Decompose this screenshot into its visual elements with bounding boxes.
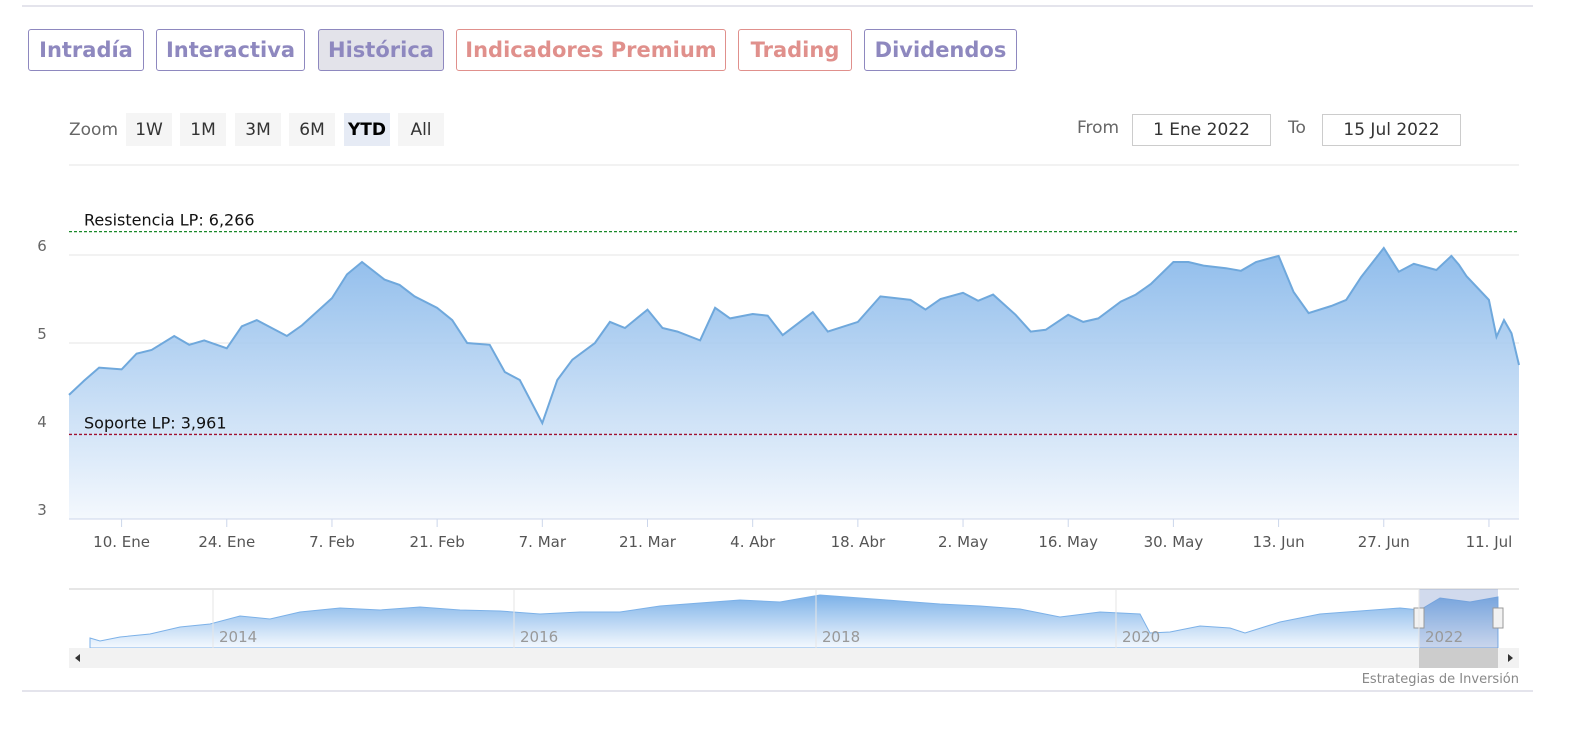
x-tick-label: 21. Mar [619, 533, 677, 551]
scrollbar-thumb[interactable] [1419, 648, 1498, 668]
x-tick-label: 30. May [1144, 533, 1204, 551]
x-tick-label: 21. Feb [410, 533, 465, 551]
zoom-button[interactable]: 1M [180, 113, 226, 146]
x-tick-label: 4. Abr [730, 533, 776, 551]
tab[interactable]: Interactiva [156, 29, 305, 71]
zoom-label: Zoom [69, 120, 119, 140]
area-fill [69, 248, 1519, 519]
zoom-button[interactable]: 3M [235, 113, 281, 146]
navigator: 2014 2016 2018 2020 2022 [69, 588, 1519, 668]
navigator-label: 2022 [1425, 628, 1463, 646]
navigator-label: 2016 [520, 628, 558, 646]
credits: Estrategias de Inversión [1362, 672, 1519, 687]
y-tick-label: 4 [37, 413, 47, 431]
x-tick-label: 18. Abr [831, 533, 886, 551]
tab[interactable]: Trading [738, 29, 852, 71]
x-tick-label: 27. Jun [1358, 533, 1410, 551]
navigator-mask[interactable] [1419, 589, 1498, 648]
from-label: From [1077, 118, 1120, 138]
plot-line-label: Soporte LP: 3,961 [84, 413, 227, 432]
to-input[interactable]: 15 Jul 2022 [1322, 114, 1461, 146]
zoom-button[interactable]: 6M [289, 113, 335, 146]
plot-line-label: Resistencia LP: 6,266 [84, 211, 255, 230]
x-tick-label: 24. Ene [198, 533, 255, 551]
tab[interactable]: Dividendos [864, 29, 1017, 71]
x-tick-label: 7. Feb [309, 533, 355, 551]
area-line [68, 246, 1520, 426]
x-tick-label: 7. Mar [519, 533, 567, 551]
zoom-button[interactable]: 1W [126, 113, 172, 146]
from-input[interactable]: 1 Ene 2022 [1132, 114, 1271, 146]
tab[interactable]: Histórica [318, 29, 444, 71]
navigator-label: 2018 [822, 628, 860, 646]
y-tick-label: 3 [37, 501, 47, 519]
zoom-button[interactable]: YTD [344, 113, 390, 146]
tab[interactable]: Intradía [28, 29, 144, 71]
scrollbar-track[interactable] [69, 648, 1519, 668]
navigator-label: 2020 [1122, 628, 1160, 646]
navigator-handle[interactable] [1492, 607, 1504, 629]
zoom-button[interactable]: All [398, 113, 444, 146]
to-label: To [1288, 118, 1306, 138]
y-tick-label: 5 [37, 325, 47, 343]
navigator-series [89, 594, 1499, 649]
x-tick-label: 2. May [938, 533, 988, 551]
y-tick-label: 6 [37, 237, 47, 255]
x-tick-label: 10. Ene [93, 533, 150, 551]
tab[interactable]: Indicadores Premium [456, 29, 726, 71]
x-tick-label: 13. Jun [1253, 533, 1305, 551]
x-tick-label: 11. Jul [1466, 533, 1513, 551]
navigator-label: 2014 [219, 628, 257, 646]
x-tick-label: 16. May [1038, 533, 1098, 551]
